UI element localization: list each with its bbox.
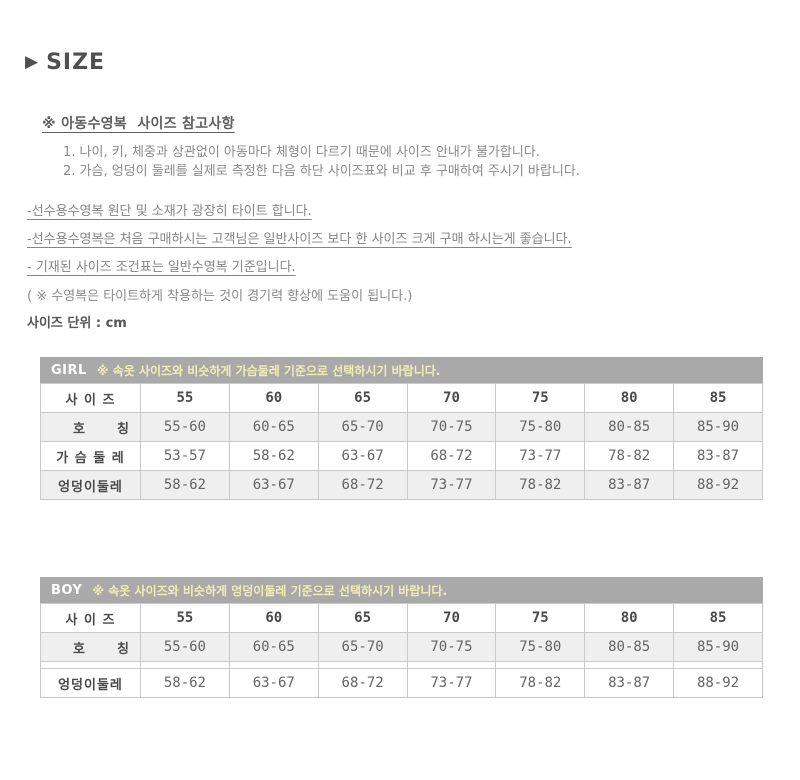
spacer-cell [317, 661, 408, 669]
value-cell: 78-82 [584, 441, 675, 471]
table-row: 사 이 즈 55 60 65 70 75 80 85 [40, 383, 763, 413]
underlined-note-2: -선수용수영복은 처음 구매하시는 고객님은 일반사이즈 보다 한 사이즈 크게… [27, 232, 572, 247]
notes-heading: ※ 아동수영복 사이즈 참고사항 [42, 116, 235, 132]
value-cell: 63-67 [317, 441, 408, 471]
value-cell: 68-72 [317, 668, 408, 698]
value-cell: 60-65 [228, 412, 319, 442]
tip-note: ( ※ 수영복은 타이트하게 착용하는 것이 경기력 향상에 도움이 됩니다.) [27, 289, 413, 304]
size-header-cell: 80 [584, 603, 675, 633]
note-line-1: 1. 나이, 키, 체중과 상관없이 아동마다 체형이 다르기 때문에 사이즈 … [63, 145, 540, 160]
value-cell: 70-75 [406, 412, 497, 442]
size-header-cell: 사 이 즈 [40, 603, 141, 633]
underlined-note-1: -선수용수영복 원단 및 소재가 광장히 타이트 합니다. [27, 204, 312, 219]
value-cell: 80-85 [584, 632, 675, 662]
boy-size-table: 사 이 즈 55 60 65 70 75 80 85 호칭 55-60 60-6… [40, 603, 763, 698]
value-cell: 83-87 [584, 668, 675, 698]
table-row: 가 슴 둘 레 53-57 58-62 63-67 68-72 73-77 78… [40, 441, 763, 471]
size-unit-note: 사이즈 단위 : cm [27, 316, 127, 331]
size-header-cell: 사 이 즈 [40, 383, 141, 413]
value-cell: 63-67 [228, 470, 319, 500]
value-cell: 65-70 [317, 632, 408, 662]
boy-section-label: BOY [51, 582, 83, 598]
girl-section-label: GIRL [51, 362, 87, 378]
table-row: 엉덩이둘레 58-62 63-67 68-72 73-77 78-82 83-8… [40, 470, 763, 500]
value-cell: 75-80 [495, 412, 586, 442]
size-header-cell: 70 [406, 603, 497, 633]
size-header-cell: 70 [406, 383, 497, 413]
page-title: ▶ SIZE [25, 50, 105, 75]
spacer-row [40, 661, 763, 669]
boy-section-notice: ※ 속옷 사이즈와 비슷하게 엉덩이둘레 기준으로 선택하시기 바랍니다. [92, 583, 448, 598]
spacer-cell [228, 661, 319, 669]
size-header-cell: 60 [228, 383, 319, 413]
spacer-cell [584, 661, 675, 669]
value-cell: 65-70 [317, 412, 408, 442]
value-cell: 60-65 [228, 632, 319, 662]
size-header-cell: 75 [495, 383, 586, 413]
table-row: 호칭 55-60 60-65 65-70 70-75 75-80 80-85 8… [40, 632, 763, 662]
value-cell: 85-90 [673, 632, 763, 662]
value-cell: 73-77 [406, 668, 497, 698]
value-cell: 68-72 [317, 470, 408, 500]
value-cell: 63-67 [228, 668, 319, 698]
table-row: 엉덩이둘레 58-62 63-67 68-72 73-77 78-82 83-8… [40, 668, 763, 698]
size-header-cell: 75 [495, 603, 586, 633]
size-header-cell: 65 [317, 603, 408, 633]
value-cell: 83-87 [673, 441, 763, 471]
value-cell: 88-92 [673, 668, 763, 698]
value-cell: 78-82 [495, 668, 586, 698]
page-title-text: SIZE [46, 50, 106, 75]
table-row: 사 이 즈 55 60 65 70 75 80 85 [40, 603, 763, 633]
value-cell: 80-85 [584, 412, 675, 442]
size-header-cell: 80 [584, 383, 675, 413]
spacer-cell [40, 661, 141, 669]
row-label-cell: 호칭 [40, 632, 141, 662]
size-header-cell: 55 [140, 383, 230, 413]
spacer-cell [406, 661, 497, 669]
size-header-cell: 85 [673, 383, 763, 413]
value-cell: 58-62 [140, 668, 230, 698]
size-header-cell: 60 [228, 603, 319, 633]
value-cell: 58-62 [228, 441, 319, 471]
value-cell: 88-92 [673, 470, 763, 500]
girl-header-bar: GIRL ※ 속옷 사이즈와 비슷하게 가슴둘레 기준으로 선택하시기 바랍니다… [40, 357, 763, 383]
value-cell: 70-75 [406, 632, 497, 662]
table-row: 호칭 55-60 60-65 65-70 70-75 75-80 80-85 8… [40, 412, 763, 442]
note-line-2: 2. 가슴, 엉덩이 둘레를 실제로 측정한 다음 하단 사이즈표와 비교 후 … [63, 164, 580, 179]
underlined-note-3: - 기재된 사이즈 조건표는 일반수영복 기준입니다. [27, 260, 296, 275]
value-cell: 75-80 [495, 632, 586, 662]
value-cell: 68-72 [406, 441, 497, 471]
boy-header-bar: BOY ※ 속옷 사이즈와 비슷하게 엉덩이둘레 기준으로 선택하시기 바랍니다… [40, 577, 763, 603]
spacer-cell [673, 661, 763, 669]
value-cell: 73-77 [406, 470, 497, 500]
row-label-cell: 엉덩이둘레 [40, 470, 141, 500]
value-cell: 58-62 [140, 470, 230, 500]
triangle-icon: ▶ [25, 52, 40, 72]
value-cell: 78-82 [495, 470, 586, 500]
size-header-cell: 85 [673, 603, 763, 633]
value-cell: 85-90 [673, 412, 763, 442]
value-cell: 55-60 [140, 412, 230, 442]
girl-size-table: 사 이 즈 55 60 65 70 75 80 85 호칭 55-60 60-6… [40, 383, 763, 500]
spacer-cell [140, 661, 230, 669]
size-header-cell: 65 [317, 383, 408, 413]
value-cell: 53-57 [140, 441, 230, 471]
spacer-cell [495, 661, 586, 669]
row-label-cell: 가 슴 둘 레 [40, 441, 141, 471]
value-cell: 73-77 [495, 441, 586, 471]
row-label-cell: 호칭 [40, 412, 141, 442]
size-header-cell: 55 [140, 603, 230, 633]
row-label-cell: 엉덩이둘레 [40, 668, 141, 698]
notes-list: 1. 나이, 키, 체중과 상관없이 아동마다 체형이 다르기 때문에 사이즈 … [63, 143, 580, 181]
girl-section-notice: ※ 속옷 사이즈와 비슷하게 가슴둘레 기준으로 선택하시기 바랍니다. [96, 363, 441, 378]
value-cell: 83-87 [584, 470, 675, 500]
